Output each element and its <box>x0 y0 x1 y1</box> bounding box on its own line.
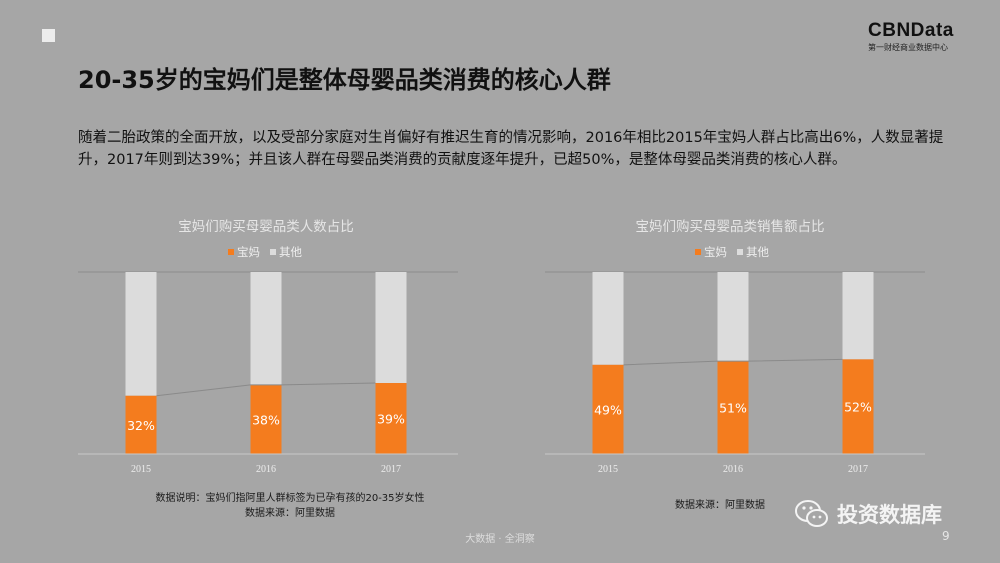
brand-name: CBNData <box>868 20 954 41</box>
legend-swatch-mom <box>228 249 234 255</box>
x-tick-2016: 2016 <box>256 464 276 475</box>
bar-other-2016 <box>717 272 749 362</box>
bar-other-2017 <box>375 272 407 384</box>
legend-item-mom: 宝妈 <box>695 244 727 260</box>
section-square-icon <box>42 29 55 42</box>
trend-connector <box>623 358 843 366</box>
trend-connector <box>156 382 376 397</box>
chart-left: 32% 2015 38% 2016 39% 2017 <box>78 271 458 475</box>
legend-left: 宝妈 其他 <box>228 244 312 260</box>
x-tick-2015: 2015 <box>131 464 151 475</box>
legend-label-mom: 宝妈 <box>237 245 260 259</box>
bar-other-2015 <box>592 272 624 365</box>
legend-label-other: 其他 <box>746 245 769 259</box>
bar-mom-2016 <box>250 384 282 454</box>
legend-item-mom: 宝妈 <box>228 244 260 260</box>
legend-item-other: 其他 <box>737 244 769 260</box>
bar-other-2016 <box>250 272 282 385</box>
brand-logo: CBNData 第一财经商业数据中心 <box>868 20 954 53</box>
legend-label-other: 其他 <box>279 245 302 259</box>
wechat-icon <box>795 500 828 527</box>
data-label-2017: 39% <box>377 412 405 427</box>
watermark-text: 投资数据库 <box>837 503 942 527</box>
note-right: 数据来源：阿里数据 <box>630 498 810 513</box>
legend-item-other: 其他 <box>270 244 302 260</box>
top-bar: CBNData 第一财经商业数据中心 <box>0 0 1000 60</box>
intro-paragraph: 随着二胎政策的全面开放，以及受部分家庭对生肖偏好有推迟生育的情况影响，2016年… <box>78 130 944 168</box>
legend-right: 宝妈 其他 <box>695 244 779 260</box>
page-number: 9 <box>942 529 950 543</box>
note-left-line1: 数据说明：宝妈们指阿里人群标签为已孕有孩的20-35岁女性 <box>155 493 425 504</box>
wechat-watermark: 投资数据库 <box>795 499 942 529</box>
bar-mom-2017 <box>842 359 874 454</box>
bar-other-2015 <box>125 272 157 396</box>
note-right-line1: 数据来源：阿里数据 <box>675 500 765 511</box>
bar-mom-2016 <box>717 361 749 454</box>
data-label-2016: 38% <box>252 412 280 427</box>
footer-tagline: 大数据 · 全洞察 <box>465 534 535 545</box>
data-label-2015: 49% <box>594 402 622 417</box>
legend-label-mom: 宝妈 <box>704 245 727 259</box>
bar-other-2017 <box>842 272 874 360</box>
legend-swatch-other <box>270 249 276 255</box>
brand-subtitle: 第一财经商业数据中心 <box>868 43 948 52</box>
legend-swatch-other <box>737 249 743 255</box>
data-label-2017: 52% <box>844 400 872 415</box>
chart-title-right: 宝妈们购买母婴品类销售额占比 <box>635 219 825 235</box>
x-tick-2017: 2017 <box>848 464 868 475</box>
note-left: 数据说明：宝妈们指阿里人群标签为已孕有孩的20-35岁女性 数据来源：阿里数据 <box>100 491 480 521</box>
bar-mom-2015 <box>592 364 624 454</box>
bar-mom-2015 <box>125 395 157 454</box>
bar-mom-2017 <box>375 383 407 454</box>
x-tick-2016: 2016 <box>723 464 743 475</box>
page-title: 20-35岁的宝妈们是整体母婴品类消费的核心人群 <box>78 66 611 94</box>
legend-swatch-mom <box>695 249 701 255</box>
chart-right: 49% 2015 51% 2016 52% 2017 <box>545 271 925 475</box>
data-label-2015: 32% <box>127 418 155 433</box>
data-label-2016: 51% <box>719 401 747 416</box>
x-tick-2015: 2015 <box>598 464 618 475</box>
chart-title-left: 宝妈们购买母婴品类人数占比 <box>178 219 354 235</box>
x-tick-2017: 2017 <box>381 464 401 475</box>
note-left-line2: 数据来源：阿里数据 <box>245 508 335 519</box>
